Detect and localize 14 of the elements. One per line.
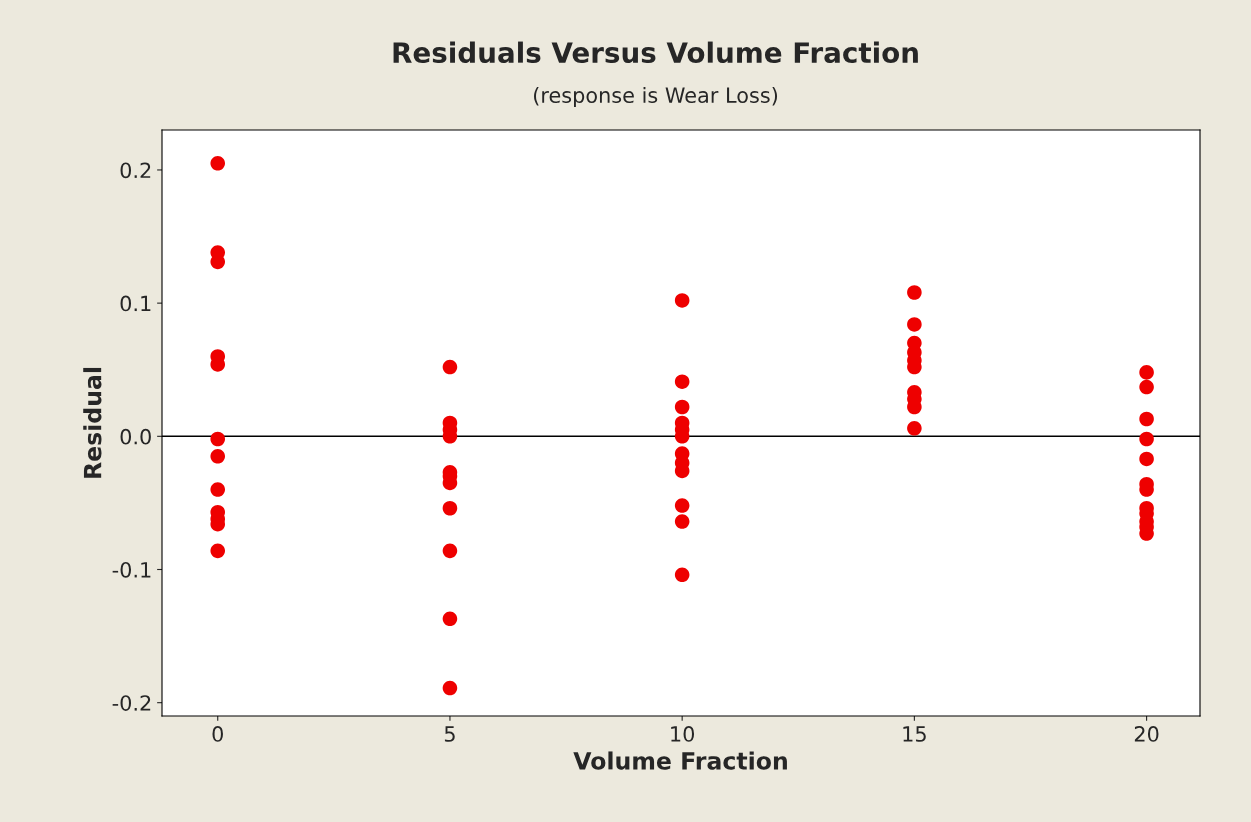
x-tick-label: 0: [212, 726, 223, 742]
y-tick-label: -0.2: [112, 695, 151, 711]
x-tick-label: 15: [903, 726, 926, 742]
x-tick-label: 10: [671, 726, 695, 742]
x-tick-label: 20: [1134, 726, 1159, 742]
y-tick-label: 0.1: [120, 295, 151, 312]
y-axis-title: Residual: [83, 367, 102, 478]
y-tick-label: 0.0: [120, 428, 151, 445]
y-tick-label: -0.1: [112, 561, 151, 578]
y-tick-label: 0.2: [120, 162, 151, 179]
chart-title: Residuals Versus Volume Fraction: [393, 41, 918, 64]
x-tick-label: 5: [444, 726, 455, 742]
chart-subtitle: (response is Wear Loss): [534, 86, 778, 108]
x-axis-title: Volume Fraction: [573, 751, 787, 770]
